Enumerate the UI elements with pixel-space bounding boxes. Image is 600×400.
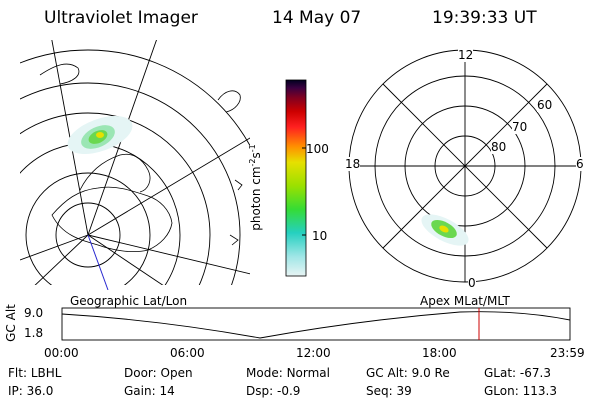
info-ip: IP: 36.0	[8, 384, 54, 398]
timeline-tick-1800: 18:00	[422, 346, 457, 360]
timeline-y-axis-label: GC Alt	[3, 304, 18, 342]
colorbar-unit-label: photon cm-2s-1	[247, 144, 263, 231]
colorbar	[285, 79, 307, 277]
mlt-label-18: 18	[345, 157, 361, 171]
geographic-map	[20, 40, 250, 290]
geographic-caption: Geographic Lat/Lon	[70, 294, 188, 308]
mlt-label-0: 0	[468, 276, 476, 290]
timeline-tick-1200: 12:00	[296, 346, 331, 360]
info-door: Door: Open	[124, 366, 193, 380]
observation-date: 14 May 07	[272, 8, 362, 28]
timeline-y-top: 9.0	[24, 306, 44, 320]
timeline-y-bottom: 1.8	[24, 326, 44, 340]
mlt-label-12: 12	[458, 48, 474, 62]
info-dsp: Dsp: -0.9	[246, 384, 301, 398]
info-gain: Gain: 14	[124, 384, 175, 398]
timeline-tick-0600: 06:00	[170, 346, 205, 360]
colorbar-tick-100: 100	[306, 142, 329, 156]
mlt-label-6: 6	[576, 157, 584, 171]
apex-caption: Apex MLat/MLT	[420, 294, 510, 308]
mlat-label-80: 80	[491, 140, 507, 154]
info-glon: GLon: 113.3	[484, 384, 557, 398]
info-mode: Mode: Normal	[246, 366, 330, 380]
info-filter: Flt: LBHL	[8, 366, 62, 380]
info-gc-alt: GC Alt: 9.0 Re	[366, 366, 450, 380]
observation-time: 19:39:33 UT	[432, 8, 537, 28]
colorbar-tick-10: 10	[312, 229, 328, 243]
info-glat: GLat: -67.3	[484, 366, 551, 380]
altitude-timeline	[61, 307, 571, 341]
polar-mlat-mlt-plot	[348, 49, 582, 283]
instrument-title: Ultraviolet Imager	[44, 8, 198, 28]
timeline-tick-0000: 00:00	[44, 346, 79, 360]
mlat-label-70: 70	[512, 120, 528, 134]
info-seq: Seq: 39	[366, 384, 412, 398]
mlat-label-60: 60	[537, 98, 553, 112]
timeline-tick-2359: 23:59	[550, 346, 585, 360]
